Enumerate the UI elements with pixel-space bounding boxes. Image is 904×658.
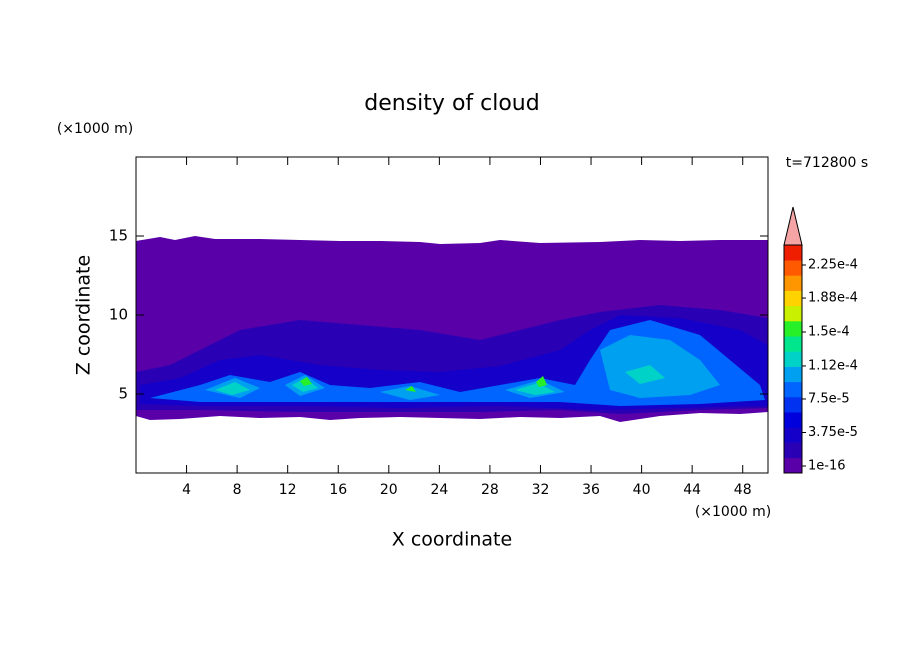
x-tick-label: 48 (734, 482, 752, 498)
colorbar-band (784, 427, 802, 443)
x-tick-label: 8 (233, 482, 242, 498)
colorbar-band (784, 321, 802, 337)
y-unit: (×1000 m) (57, 121, 133, 137)
colorbar-band (784, 381, 802, 398)
x-tick-label: 24 (430, 482, 448, 498)
x-tick-label: 36 (582, 482, 600, 498)
colorbar-band (784, 245, 802, 261)
colorbar-band (784, 275, 802, 291)
x-tick-label: 16 (329, 482, 347, 498)
colorbar-band (784, 412, 802, 428)
colorbar-band (784, 351, 802, 367)
colorbar-band (784, 442, 802, 459)
x-tick-label: 12 (279, 482, 297, 498)
y-tick-label: 10 (109, 306, 128, 324)
colorbar-band (784, 260, 802, 276)
colorbar-tick-label: 1.12e-4 (808, 358, 858, 373)
chart-title: density of cloud (364, 91, 539, 116)
colorbar-frame (783, 244, 803, 474)
colorbar-band (784, 336, 802, 352)
x-tick-label: 40 (633, 482, 651, 498)
x-tick-label: 44 (683, 482, 701, 498)
colorbar-band (784, 305, 802, 322)
contour-field (136, 236, 768, 422)
x-tick-label: 20 (380, 482, 398, 498)
colorbar-band (784, 397, 802, 413)
x-unit: (×1000 m) (695, 504, 771, 520)
colorbar-tick-label: 1.88e-4 (808, 291, 858, 306)
contour-region (205, 335, 720, 400)
colorbar-extend (783, 206, 803, 246)
y-tick-label: 5 (118, 385, 128, 403)
x-tick-label: 28 (481, 482, 499, 498)
y-axis-label: Z coordinate (73, 255, 95, 375)
colorbar-band (784, 366, 802, 383)
y-tick-label: 15 (109, 227, 128, 245)
x-tick-label: 4 (182, 482, 191, 498)
x-axis-label: X coordinate (392, 529, 512, 551)
colorbar-tick-label: 1.5e-4 (808, 325, 850, 340)
colorbar-tick-label: 1e-16 (808, 459, 846, 474)
colorbar-band (784, 457, 802, 474)
x-tick-label: 32 (532, 482, 550, 498)
colorbar-tick-label: 3.75e-5 (808, 425, 858, 440)
colorbar-band (784, 290, 802, 307)
colorbar-tick-label: 2.25e-4 (808, 258, 858, 273)
time-annotation: t=712800 s (786, 155, 868, 171)
colorbar-tick-label: 7.5e-5 (808, 392, 850, 407)
